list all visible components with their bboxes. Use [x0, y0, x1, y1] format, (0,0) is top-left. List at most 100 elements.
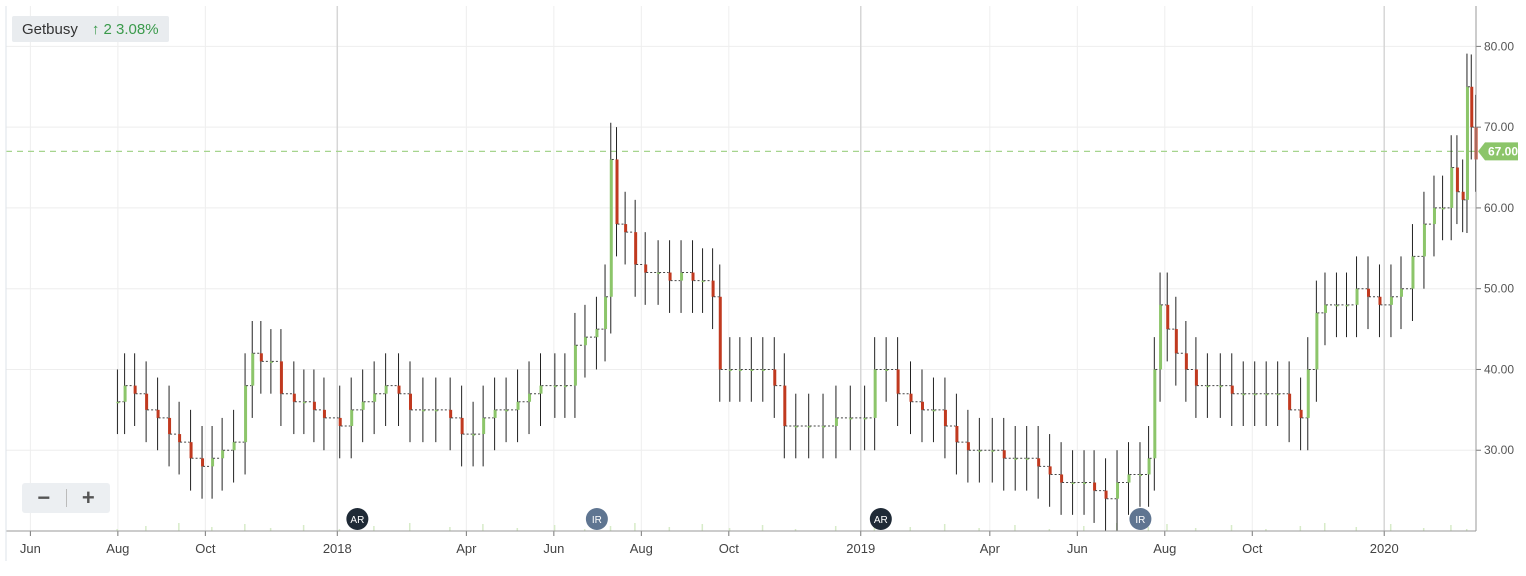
volume-bar [668, 527, 671, 531]
candle-up [123, 385, 127, 402]
candle-up [873, 369, 877, 418]
candle-up [1153, 369, 1157, 459]
candle-up [834, 417, 838, 426]
candle-down [1299, 409, 1303, 418]
candle-up [553, 385, 557, 388]
candle-up [573, 345, 577, 386]
volume-bar [794, 529, 797, 531]
event-marker-ar[interactable]: AR [346, 508, 369, 530]
event-marker-ir[interactable]: IR [585, 508, 608, 530]
candle-down [1060, 474, 1064, 483]
candle-down [1104, 490, 1108, 499]
volume-bar [516, 528, 519, 531]
candle-down [1461, 191, 1465, 200]
candle-up [1242, 393, 1246, 396]
event-marker-ir[interactable]: IR [1129, 508, 1152, 530]
volume-bar [583, 529, 586, 531]
x-tick-label: Oct [195, 541, 216, 556]
candle-down [449, 409, 453, 418]
candle-up [244, 385, 248, 443]
volume-bar [553, 525, 556, 531]
y-tick-label: 40.00 [1484, 362, 1514, 376]
candle-down [1367, 288, 1371, 297]
candle-down [1378, 296, 1382, 305]
volume-bar [1194, 528, 1197, 531]
candle-down [312, 401, 316, 410]
volume-bar [302, 525, 305, 531]
candle-down [259, 353, 263, 362]
event-marker-label: IR [592, 515, 602, 526]
candle-down [178, 434, 182, 443]
candle-down [1174, 329, 1178, 354]
x-tick-label: 2019 [846, 541, 875, 556]
volume-bar [116, 529, 118, 531]
volume-bar [1166, 524, 1168, 531]
x-tick-label: Oct [719, 541, 740, 556]
x-tick-label: Jun [20, 541, 41, 556]
event-marker-ar[interactable]: AR [869, 508, 892, 530]
volume-bar [1323, 523, 1326, 531]
candle-up [421, 409, 425, 412]
x-tick-label: 2018 [323, 541, 352, 556]
candle-down [783, 385, 787, 426]
volume-bar [634, 523, 636, 531]
candle-up [1276, 393, 1280, 396]
candle-up [885, 369, 889, 371]
candle-down [156, 409, 160, 418]
candle-up [1014, 458, 1018, 460]
zoom-out-button[interactable]: − [37, 485, 51, 510]
candle-up [1025, 458, 1029, 460]
event-marker-circle [585, 508, 608, 530]
candle-up [221, 450, 225, 459]
volume-bar [482, 524, 484, 531]
event-marker-label: AR [350, 515, 364, 526]
event-marker-circle [346, 508, 369, 530]
y-tick-label: 50.00 [1484, 282, 1514, 296]
candle-up [1389, 296, 1393, 305]
candle-up [750, 369, 754, 371]
candle-up [1219, 385, 1223, 388]
candle-down [1184, 353, 1188, 370]
candle-up [794, 426, 798, 428]
x-tick-label: Jun [543, 541, 564, 556]
candle-up [539, 385, 543, 394]
candle-layer [116, 53, 1478, 531]
reference-line-layer: 67.00 [6, 142, 1518, 161]
candle-up [493, 409, 497, 418]
volume-bar [449, 527, 451, 531]
candle-up [528, 393, 532, 402]
candle-down [909, 393, 913, 402]
candle-down [201, 458, 205, 467]
candle-up [595, 329, 599, 338]
candle-up [1465, 86, 1469, 200]
zoom-in-button[interactable]: + [81, 485, 95, 510]
volume-bar [761, 525, 764, 531]
volume-bar [1465, 529, 1468, 531]
candle-up [361, 401, 365, 410]
volume-bar [728, 528, 731, 531]
candle-up [932, 409, 936, 412]
candle-up [583, 337, 587, 346]
candle-down [145, 393, 149, 410]
candle-up [738, 369, 742, 371]
volume-bar [145, 526, 147, 531]
candle-down [397, 385, 401, 394]
candle-up [761, 369, 765, 371]
ticker-badge: Getbusy ↑ 2 3.08% [12, 16, 169, 42]
candle-down [634, 232, 638, 265]
x-tick-label: Oct [1242, 541, 1263, 556]
zoom-control: − + [22, 483, 110, 513]
volume-bar [269, 528, 272, 531]
volume-bar [1147, 527, 1150, 531]
volume-bar [1389, 524, 1392, 531]
candle-down [711, 280, 715, 297]
candle-up [1450, 167, 1454, 208]
volume-bar [244, 524, 246, 531]
candle-down [1470, 86, 1474, 128]
last-price-tag [1478, 142, 1518, 161]
candle-down [292, 393, 296, 402]
candle-up [609, 159, 613, 297]
candle-down [943, 409, 947, 426]
volume-bar [1265, 529, 1267, 531]
